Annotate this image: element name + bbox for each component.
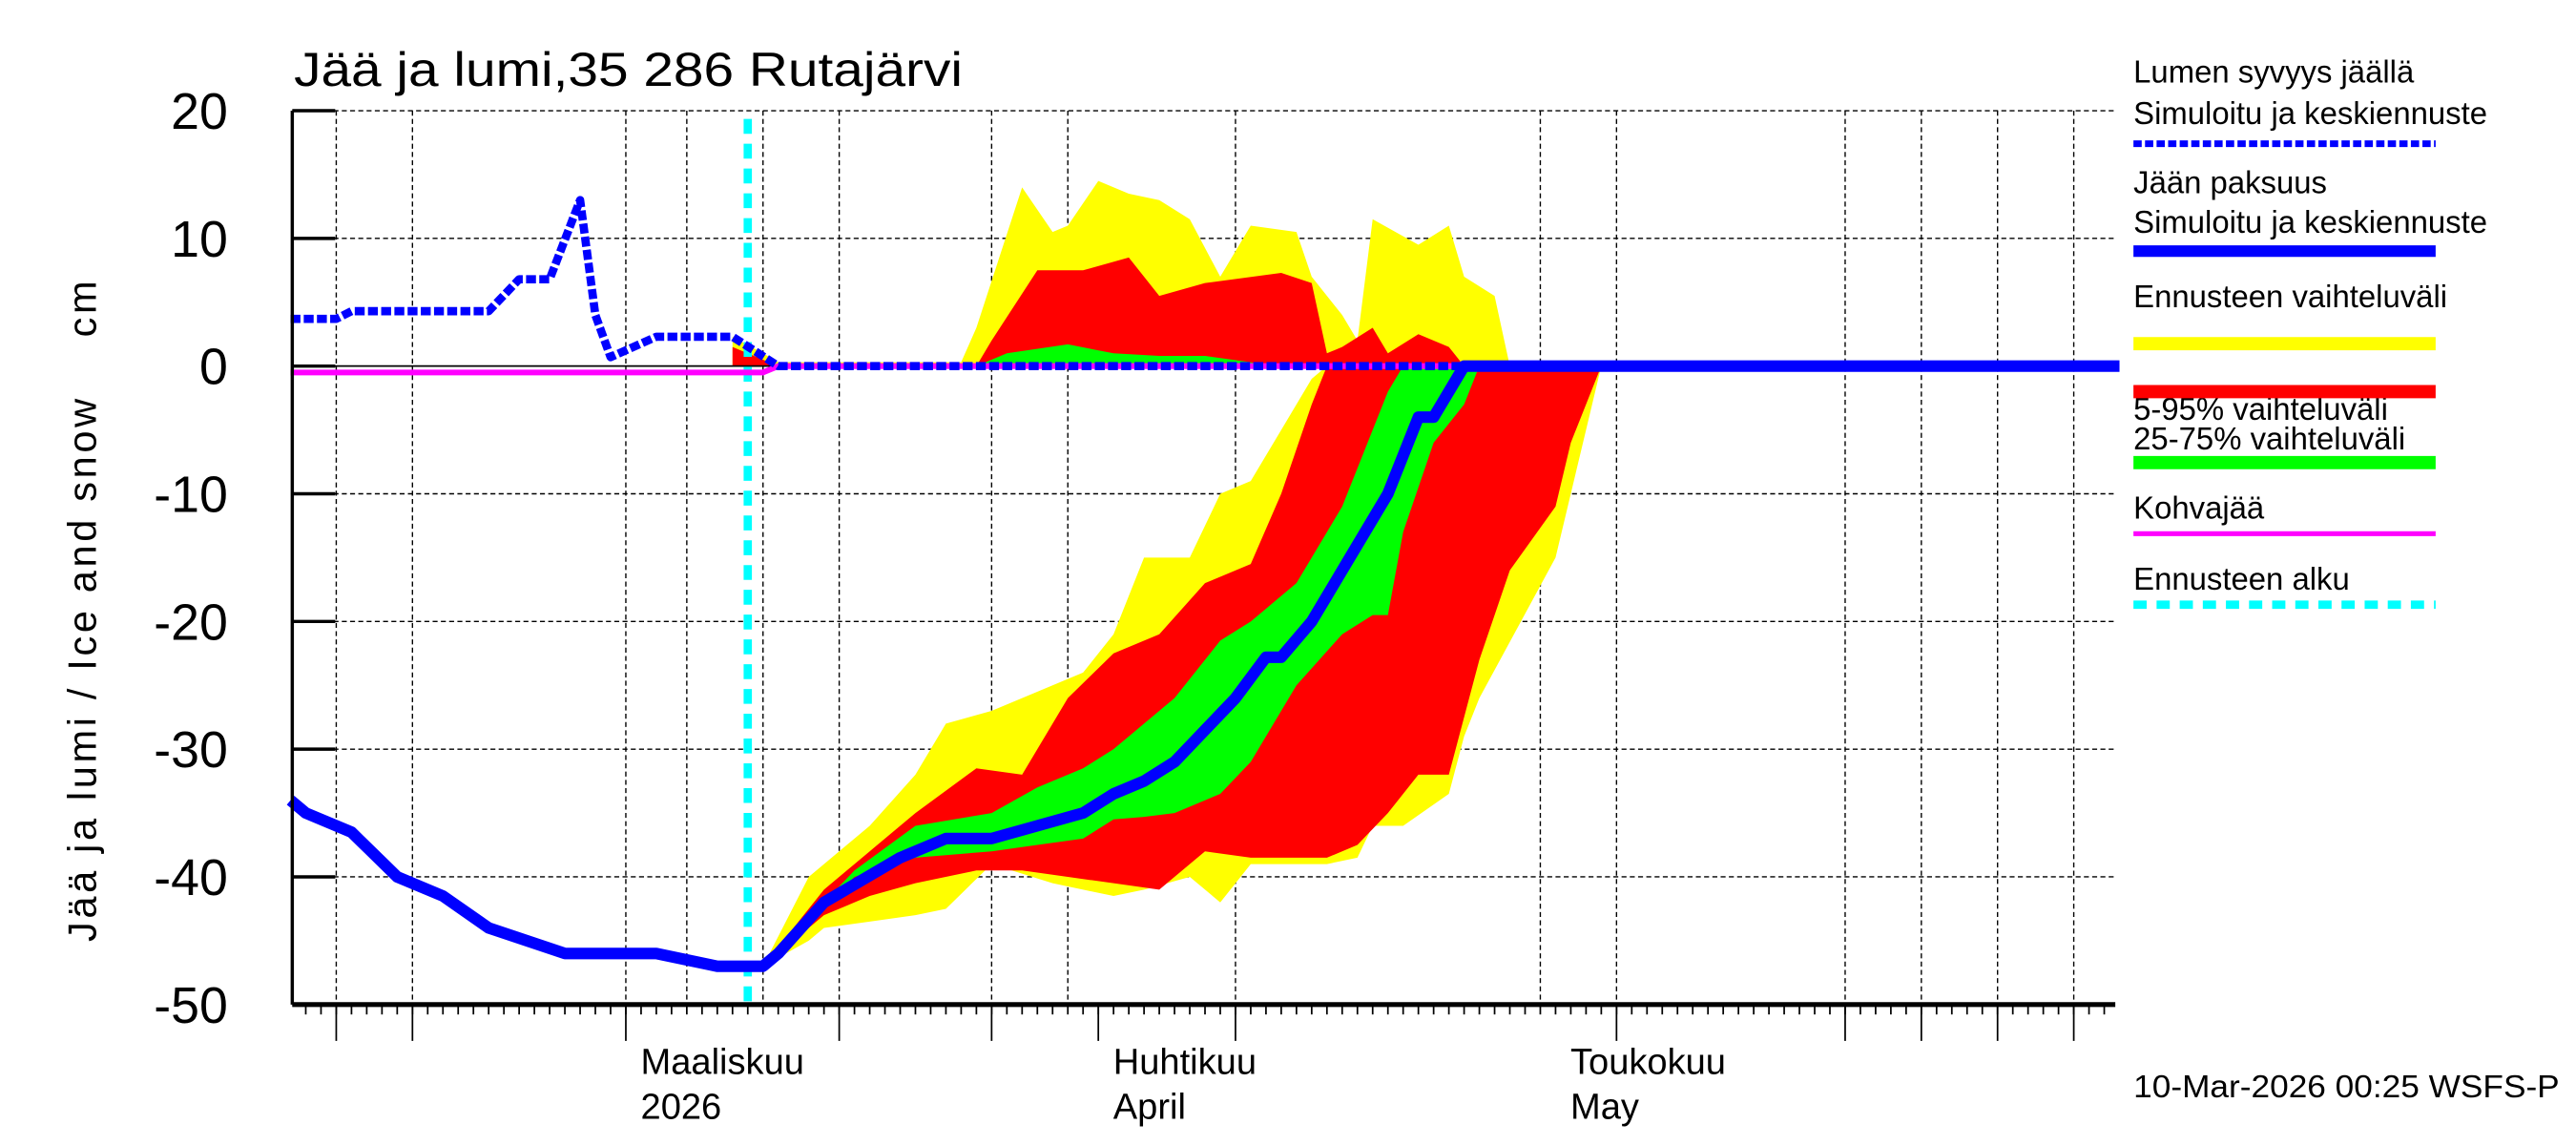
month-label: Maaliskuu: [641, 1043, 804, 1083]
month-label: Toukokuu: [1570, 1043, 1726, 1083]
month-label-secondary: May: [1570, 1087, 1639, 1127]
ice-band-00ff00: [762, 365, 1480, 967]
month-label-secondary: 2026: [641, 1087, 722, 1127]
legend-label: Ennusteen vaihteluväli: [2133, 279, 2447, 314]
series-lumen-syvyys-j-ll-: [290, 196, 2120, 371]
legend-label: Lumen syvyys jäällä: [2133, 54, 2415, 90]
snow-band-00ff00: [976, 344, 1266, 366]
timestamp: 10-Mar-2026 00:25 WSFS-P: [2133, 1069, 2560, 1104]
y-tick-label: 0: [199, 339, 228, 396]
axes: [290, 109, 2116, 1041]
y-tick-label: 20: [171, 83, 228, 140]
legend-sublabel: Simuloitu ja keskiennuste: [2133, 204, 2487, 239]
legend-label: Jään paksuus: [2133, 165, 2327, 200]
legend-label: Kohvajää: [2133, 490, 2265, 526]
snow-band-ff0000: [732, 257, 1465, 366]
legend-label: 25-75% vaihteluväli: [2133, 421, 2405, 456]
y-tick-label: -30: [154, 721, 228, 779]
legend-label: Ennusteen alku: [2133, 561, 2350, 596]
y-tick-label: -50: [154, 977, 228, 1034]
bands: [732, 180, 1602, 967]
legend-sublabel: Simuloitu ja keskiennuste: [2133, 95, 2487, 131]
series-kohvaj-: [290, 363, 2120, 376]
y-tick-label: 10: [171, 211, 228, 268]
month-label: Huhtikuu: [1113, 1043, 1257, 1083]
y-axis-label: Jää ja lumi / Ice and snow cm: [59, 281, 104, 942]
series-j-n-paksuus: [286, 360, 2120, 972]
legend: Lumen syvyys jäällä Simuloitu ja keskienn…: [2133, 54, 2487, 610]
y-tick-label: -20: [154, 593, 228, 651]
y-tick-label: -10: [154, 467, 228, 524]
month-label-secondary: April: [1113, 1087, 1186, 1127]
y-tick-labels: 20 10 0 -10 -20 -30 -40 -50: [154, 83, 228, 1034]
series-lines: [286, 118, 2120, 1005]
grid: [292, 110, 2116, 1005]
y-tick-label: -40: [154, 849, 228, 906]
chart-title: Jää ja lumi,35 286 Rutajärvi: [294, 43, 963, 96]
